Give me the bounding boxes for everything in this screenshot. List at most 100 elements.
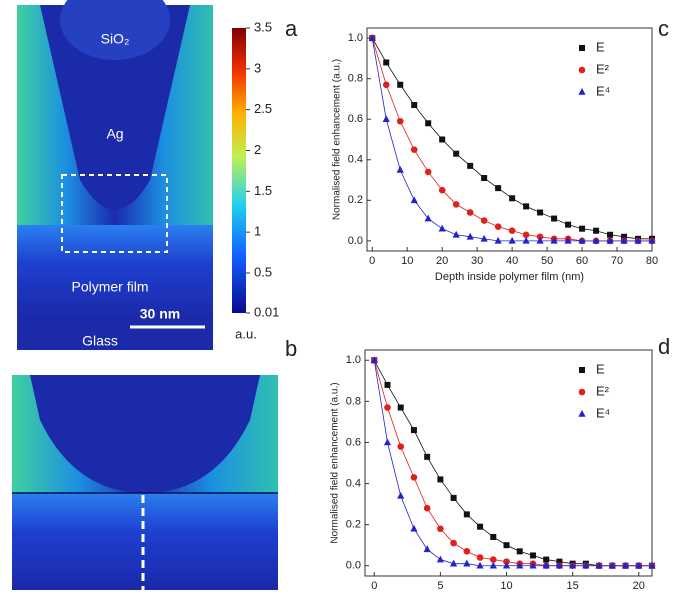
plot-frame: [364, 349, 653, 577]
marker: [607, 231, 614, 238]
marker: [410, 427, 417, 434]
y-tick-label: 0.4: [346, 477, 361, 489]
marker: [593, 227, 600, 234]
x-tick-label: 10: [500, 580, 512, 592]
legend-marker: [578, 88, 586, 95]
legend-label: E⁴: [596, 405, 610, 420]
colorbar: [232, 28, 246, 313]
marker: [621, 561, 630, 569]
x-tick-label: 15: [567, 580, 579, 592]
marker: [397, 443, 405, 450]
marker: [564, 236, 572, 244]
marker: [383, 59, 390, 66]
label: Polymer film: [71, 279, 148, 295]
marker: [620, 236, 628, 244]
label: Ag: [106, 126, 123, 142]
y-tick-label: 1.0: [346, 354, 361, 366]
marker: [516, 548, 523, 555]
marker: [502, 561, 511, 569]
legend-marker: [579, 45, 585, 51]
legend-marker: [579, 367, 585, 373]
marker: [467, 162, 474, 169]
x-tick-label: 5: [437, 580, 443, 592]
marker: [463, 511, 470, 518]
marker: [436, 555, 444, 563]
marker: [555, 561, 564, 569]
colorbar-label: a.u.: [235, 326, 257, 341]
series-line: [373, 360, 652, 567]
series-line: [371, 38, 652, 242]
marker: [551, 215, 558, 222]
scale-bar-label: 30 nm: [140, 306, 180, 322]
legend-marker: [578, 66, 586, 74]
marker: [522, 231, 530, 239]
legend-marker: [578, 410, 586, 417]
panel-a-image: SiO₂ Ag Polymer film 30 nm Glass: [17, 0, 213, 350]
x-tick-label: 0: [369, 255, 375, 267]
marker: [481, 175, 488, 182]
marker: [608, 561, 616, 569]
marker: [439, 136, 446, 143]
y-tick-label: 0.2: [346, 519, 361, 531]
marker: [503, 542, 510, 549]
marker: [466, 209, 474, 216]
panel-label: c: [658, 16, 669, 41]
x-tick-label: 20: [436, 255, 448, 267]
colorbar-tick-label: 2.5: [254, 101, 272, 116]
marker: [522, 236, 530, 244]
marker: [508, 236, 516, 244]
marker: [494, 236, 502, 244]
marker: [635, 561, 643, 569]
y-tick-label: 0.2: [348, 194, 363, 206]
marker: [595, 561, 603, 569]
marker: [384, 404, 391, 411]
marker: [438, 224, 446, 232]
marker: [536, 233, 544, 241]
y-axis-label: Normalised field enhancement (a.u.): [332, 59, 343, 220]
marker: [490, 533, 497, 540]
marker: [489, 561, 497, 569]
marker: [569, 561, 577, 569]
marker: [450, 559, 458, 567]
plot-frame: [366, 27, 653, 252]
marker: [489, 556, 497, 563]
marker: [437, 476, 444, 483]
marker: [543, 556, 550, 563]
y-tick-label: 0.0: [346, 560, 361, 572]
marker: [466, 232, 474, 240]
marker: [424, 453, 431, 460]
marker: [495, 185, 502, 192]
marker: [508, 227, 516, 235]
x-tick-label: 10: [401, 255, 413, 267]
y-tick-label: 0.4: [348, 154, 363, 166]
marker: [450, 539, 457, 547]
marker: [565, 221, 572, 228]
marker: [370, 356, 378, 364]
x-tick-label: 70: [611, 255, 623, 267]
panel-label: a: [285, 16, 298, 41]
marker: [397, 491, 405, 499]
marker: [383, 438, 392, 446]
legend-label: E²: [596, 61, 610, 76]
marker: [410, 524, 418, 532]
marker: [579, 225, 586, 232]
marker: [529, 552, 536, 559]
marker: [503, 558, 510, 565]
marker: [410, 474, 418, 481]
marker: [516, 561, 524, 569]
label: Glass: [82, 333, 118, 349]
marker: [463, 559, 471, 567]
x-tick-label: 20: [633, 580, 645, 592]
marker: [542, 561, 550, 569]
marker: [410, 146, 418, 153]
marker: [368, 34, 376, 41]
legend-label: E²: [596, 383, 610, 398]
marker: [578, 236, 586, 244]
colorbar-tick-label: 1: [254, 224, 261, 239]
marker: [410, 196, 418, 204]
y-tick-label: 0.8: [348, 73, 363, 85]
x-tick-label: 40: [506, 255, 518, 267]
marker: [382, 115, 390, 123]
marker: [425, 120, 432, 127]
